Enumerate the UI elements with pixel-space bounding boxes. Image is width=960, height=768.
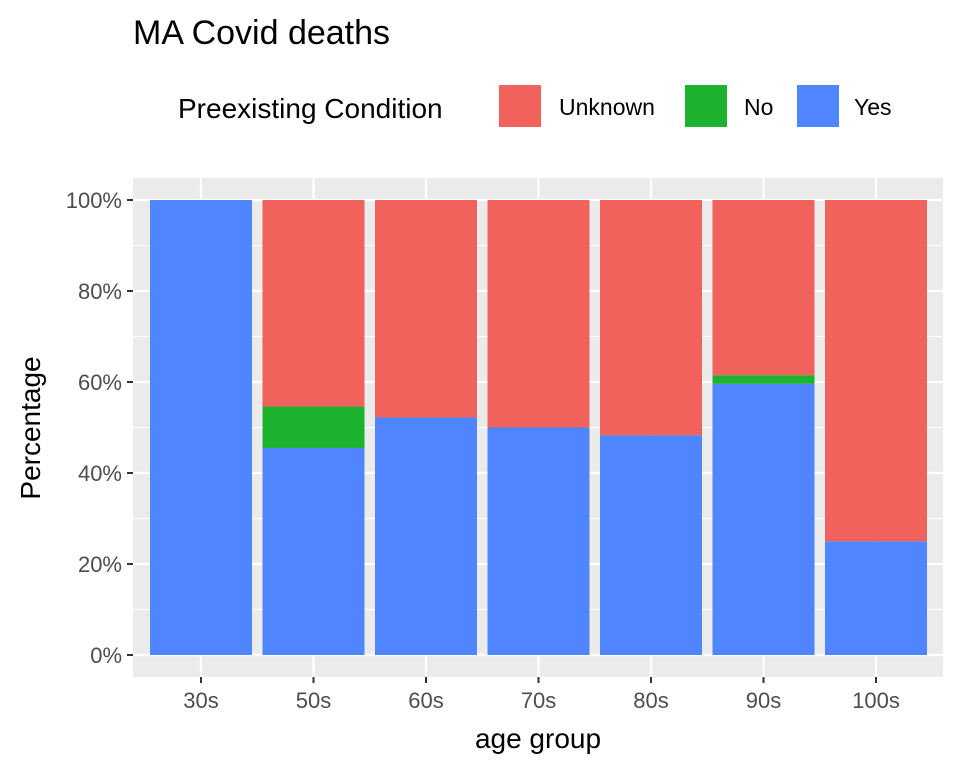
bar-no-90s [712,375,815,384]
x-tick-label: 80s [633,688,668,713]
legend: Preexisting Condition Unknown No Yes [178,83,892,129]
bar-yes-100s [825,541,927,655]
y-tick-label: 40% [78,461,122,486]
bar-unknown-70s [487,200,590,428]
bar-yes-50s [262,447,365,655]
x-tick-label: 60s [408,688,443,713]
bar-unknown-100s [825,200,927,542]
y-tick-label: 100% [66,188,122,213]
x-tick-label: 90s [746,688,781,713]
bar-unknown-60s [375,200,477,418]
bar-yes-60s [375,417,477,655]
legend-label-no: No [744,94,773,120]
x-tick-label: 70s [521,688,556,713]
legend-label-unknown: Unknown [559,94,655,120]
bar-yes-30s [150,200,252,655]
legend-label-yes: Yes [854,94,892,120]
y-tick-label: 80% [78,279,122,304]
legend-swatch-yes [795,83,841,129]
x-tick-label: 30s [183,688,218,713]
x-tick-label: 50s [296,688,331,713]
y-tick-label: 60% [78,370,122,395]
y-axis-title: Percentage [15,356,46,499]
y-tick-label: 0% [90,643,122,668]
bar-yes-80s [600,435,702,655]
x-axis-title: age group [475,723,601,754]
x-tick-label: 100s [852,688,900,713]
x-axis: 30s 50s 60s 70s 80s 90s 100s [183,677,900,713]
legend-swatch-unknown [497,83,543,129]
y-tick-label: 20% [78,552,122,577]
chart-title: MA Covid deaths [133,14,390,52]
bar-unknown-80s [600,200,702,436]
bar-unknown-90s [712,200,815,376]
bars [150,200,927,655]
bar-no-50s [262,406,365,448]
legend-swatch-no [683,83,729,129]
legend-title: Preexisting Condition [178,93,443,124]
y-axis: 0% 20% 40% 60% 80% 100% [66,188,133,668]
bar-unknown-50s [262,200,365,407]
bar-yes-70s [487,427,590,655]
bar-yes-90s [712,383,815,655]
